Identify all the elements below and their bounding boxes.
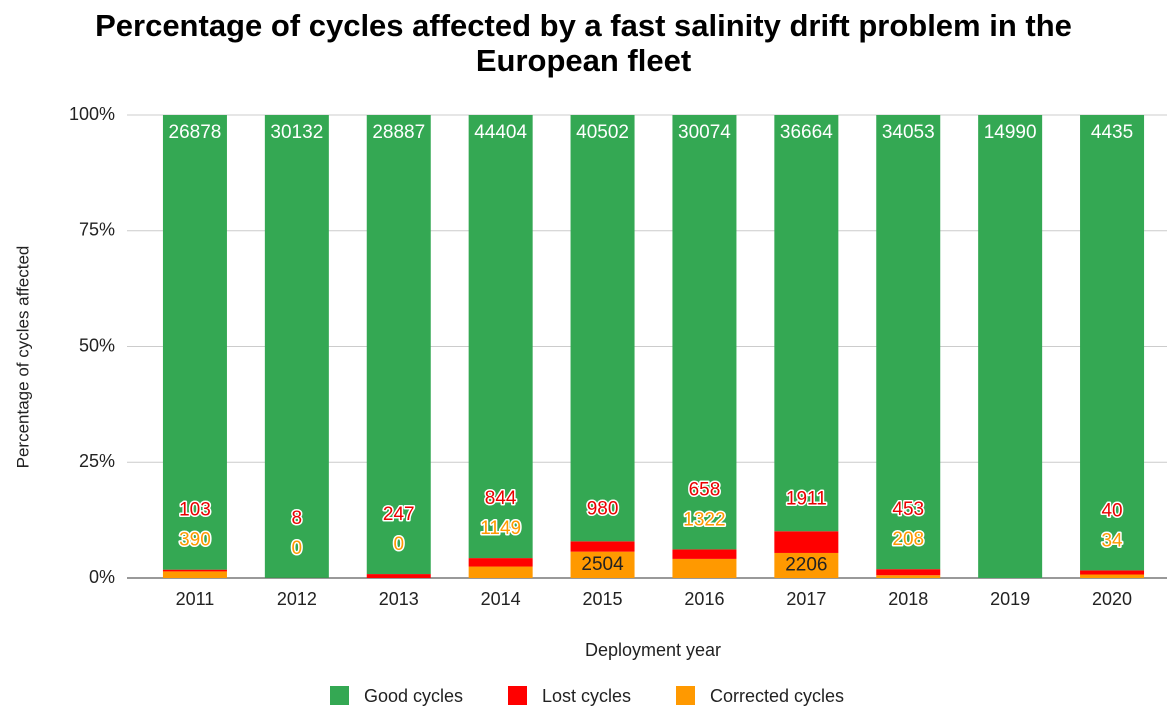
y-tick-label: 0% [89, 567, 115, 587]
data-label: 0 [292, 538, 303, 559]
bar-segment [1080, 570, 1145, 575]
y-tick-label: 100% [69, 104, 115, 124]
legend-swatch [676, 686, 695, 705]
bar-segment [774, 115, 839, 532]
data-label: 844 [485, 488, 517, 509]
bar-segment [672, 549, 737, 559]
bar-segment [1080, 574, 1145, 578]
bar-segment [570, 541, 635, 552]
x-tick-label: 2018 [888, 589, 928, 609]
data-label: 1322 [683, 509, 725, 530]
data-label: 980 [587, 498, 619, 519]
data-label: 34053 [882, 122, 935, 143]
legend-swatch [330, 686, 349, 705]
legend-label: Corrected cycles [710, 686, 844, 706]
bar-segment [876, 569, 941, 576]
data-label: 30074 [678, 122, 731, 143]
bar-segment [672, 558, 737, 578]
data-label: 40502 [576, 122, 629, 143]
bar-segment [978, 115, 1043, 578]
legend-label: Lost cycles [542, 686, 631, 706]
bar-segment [264, 115, 329, 578]
legend-label: Good cycles [364, 686, 463, 706]
x-tick-label: 2015 [583, 589, 623, 609]
data-label: 14990 [984, 122, 1037, 143]
data-label: 1149 [480, 518, 521, 539]
data-label: 30132 [270, 122, 323, 143]
x-tick-label: 2016 [684, 589, 724, 609]
data-label: 4435 [1091, 122, 1133, 143]
y-tick-label: 25% [79, 451, 115, 471]
data-label: 1911 [786, 488, 827, 509]
x-tick-label: 2012 [277, 589, 317, 609]
x-axis-label: Deployment year [585, 640, 721, 660]
data-label: 2504 [581, 554, 624, 575]
bar-segment [468, 566, 533, 578]
data-label: 103 [179, 500, 211, 521]
bar-segment [162, 115, 227, 570]
bar-segment [1080, 115, 1145, 571]
bar-segment [672, 115, 737, 550]
bar-segment [774, 531, 839, 553]
y-axis-label: Percentage of cycles affected [13, 246, 32, 469]
data-label: 36664 [780, 122, 833, 143]
data-label: 208 [892, 529, 924, 550]
chart-title: Percentage of cycles affected by a fast … [95, 8, 1072, 78]
bar-segment [366, 574, 431, 578]
x-tick-label: 2013 [379, 589, 419, 609]
data-label: 40 [1101, 500, 1122, 521]
bar-segment [162, 569, 227, 572]
data-label: 44404 [474, 122, 527, 143]
data-label: 0 [393, 534, 404, 555]
bar-segment [366, 115, 431, 575]
x-tick-label: 2019 [990, 589, 1030, 609]
bar-segment [774, 552, 839, 578]
x-tick-label: 2017 [786, 589, 826, 609]
x-tick-label: 2011 [176, 589, 215, 609]
bar-segment [876, 115, 941, 570]
data-label: 26878 [169, 122, 222, 143]
data-label: 390 [179, 530, 211, 551]
bar-segment [570, 115, 635, 542]
bar-segment [570, 551, 635, 578]
bar-segment [468, 558, 533, 567]
data-label: 247 [383, 504, 415, 525]
x-tick-label: 2020 [1092, 589, 1132, 609]
data-label: 453 [892, 499, 924, 520]
data-label: 658 [689, 479, 721, 500]
data-label: 2206 [785, 554, 827, 575]
bar-segment [468, 115, 533, 559]
y-tick-label: 75% [79, 220, 115, 240]
bar-segment [162, 571, 227, 578]
bar-segment [876, 575, 941, 578]
legend-swatch [508, 686, 527, 705]
data-label: 28887 [372, 122, 425, 143]
y-tick-label: 50% [79, 335, 115, 355]
data-label: 8 [292, 508, 303, 529]
x-tick-label: 2014 [481, 589, 521, 609]
data-label: 34 [1101, 530, 1123, 551]
